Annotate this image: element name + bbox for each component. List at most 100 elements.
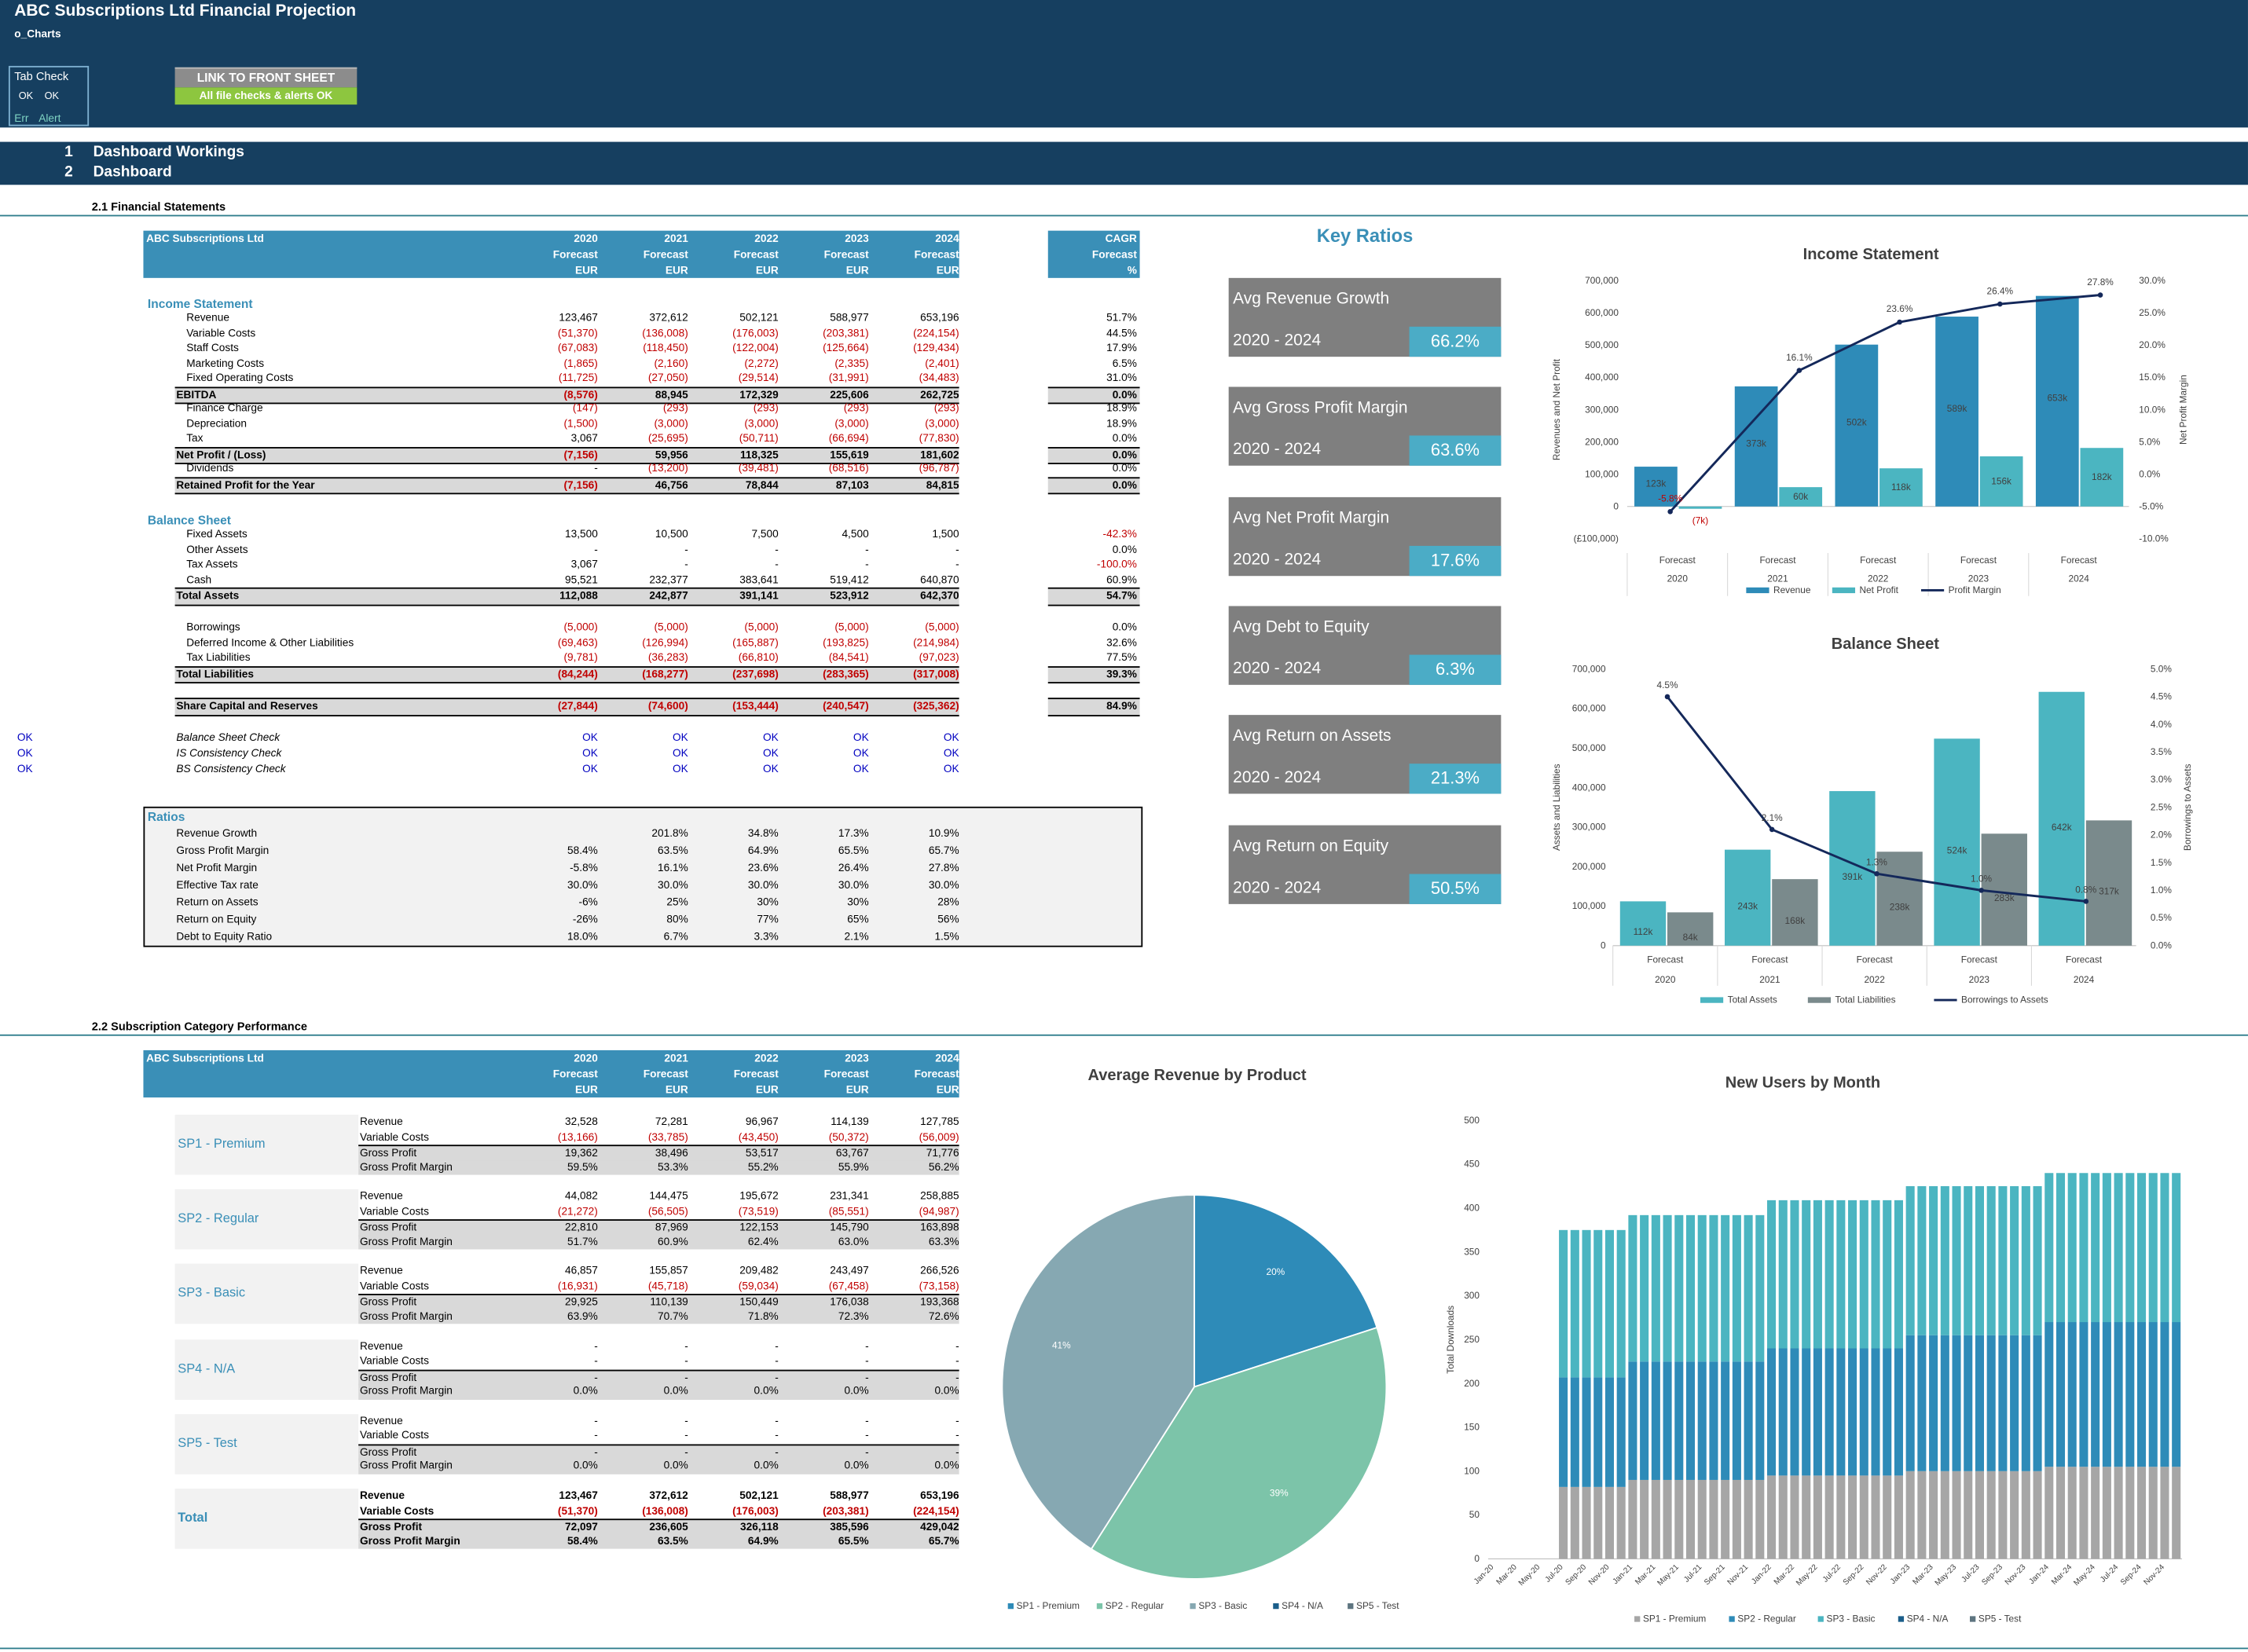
cell-value: 71,776 bbox=[926, 1146, 959, 1159]
table-row: Variable Costs (51,370) (136,008) (176,003)… bbox=[175, 326, 959, 341]
cell-value: 70.7% bbox=[657, 1309, 688, 1323]
row-label: Tax bbox=[186, 430, 204, 445]
cell-value: 588,977 bbox=[830, 310, 869, 324]
legend-swatch bbox=[1970, 1616, 1976, 1622]
cell-value: 112,088 bbox=[559, 588, 598, 603]
legend-label: SP4 - N/A bbox=[1282, 1600, 1323, 1611]
row-label: Revenue bbox=[359, 1413, 403, 1427]
legend-swatch bbox=[1348, 1603, 1354, 1610]
row-label: Borrowings bbox=[186, 620, 240, 634]
currency-label: EUR bbox=[845, 1082, 869, 1097]
row-label: Variable Costs bbox=[359, 1204, 429, 1218]
cagr-header: CAGR Forecast% bbox=[1047, 230, 1140, 278]
cell-value: 71.8% bbox=[747, 1309, 779, 1323]
pie-label: 20% bbox=[1267, 1266, 1285, 1277]
user-bar-segment bbox=[1998, 1186, 2008, 1335]
key-ratio-period: 2020 - 2024 bbox=[1233, 551, 1322, 569]
legend-label: SP3 - Basic bbox=[1198, 1600, 1247, 1611]
category-top-label: Forecast bbox=[1759, 555, 1796, 566]
user-bar-segment bbox=[1709, 1479, 1718, 1559]
cell-value: 63.5% bbox=[657, 1533, 688, 1547]
net-profit-label: 60k bbox=[1793, 491, 1808, 502]
y2-tick: 0.5% bbox=[2151, 912, 2172, 923]
month-label: Sep-24 bbox=[2119, 1562, 2143, 1587]
legend-swatch bbox=[1807, 997, 1832, 1003]
ratio-value: 3.3% bbox=[754, 929, 779, 943]
cell-value: - bbox=[594, 542, 598, 555]
ratios-heading: Ratios bbox=[147, 809, 185, 824]
cell-value: (193,825) bbox=[823, 635, 869, 649]
cell-value: (3,000) bbox=[744, 416, 779, 430]
year-header: 2021 bbox=[664, 232, 688, 245]
cell-value: (2,272) bbox=[744, 356, 779, 369]
user-bar-segment bbox=[1663, 1361, 1672, 1480]
user-bar-segment bbox=[1975, 1471, 1985, 1559]
cell-value: 372,612 bbox=[649, 310, 688, 324]
table-row: Staff Costs (67,083) (118,450) (122,004) (12… bbox=[175, 341, 959, 356]
cell-value: 640,870 bbox=[920, 572, 959, 586]
cell-value: 391,141 bbox=[739, 588, 779, 603]
user-bar-segment bbox=[1604, 1377, 1615, 1487]
cell-value: (5,000) bbox=[654, 620, 688, 634]
y-tick: 100,000 bbox=[1585, 468, 1619, 479]
currency-label: EUR bbox=[755, 1082, 779, 1097]
row-label: Fixed Assets bbox=[186, 527, 248, 540]
total-liabilities-bar bbox=[1876, 852, 1923, 946]
cell-value: - bbox=[955, 1370, 959, 1384]
user-bar-segment bbox=[1836, 1475, 1846, 1559]
user-bar-segment bbox=[1767, 1348, 1777, 1476]
month-label: Sep-20 bbox=[1564, 1562, 1589, 1587]
table-row: Retained Profit for the Year (7,156) 46,75… bbox=[174, 476, 959, 495]
cell-value: 88,945 bbox=[655, 387, 688, 401]
ratio-value: 30.0% bbox=[838, 878, 869, 892]
link-to-front-sheet-button[interactable]: LINK TO FRONT SHEET bbox=[174, 67, 358, 88]
cell-value: 7,500 bbox=[751, 527, 779, 540]
user-bar-segment bbox=[2136, 1173, 2147, 1323]
cell-value: 118,325 bbox=[740, 447, 779, 461]
row-label: Revenue bbox=[359, 1189, 403, 1203]
currency-label: EUR bbox=[574, 1082, 598, 1097]
check-flag: OK bbox=[17, 746, 33, 760]
key-ratio-period: 2020 - 2024 bbox=[1233, 878, 1322, 896]
ratio-row: Debt to Equity Ratio 18.0% 6.7% 3.3% 2.1% 1.5… bbox=[0, 930, 959, 945]
borrowings-point bbox=[1874, 870, 1879, 877]
user-bar-segment bbox=[2125, 1173, 2135, 1323]
ratio-label: Revenue Growth bbox=[176, 826, 258, 840]
section-dashboard-workings[interactable]: Dashboard Workings bbox=[93, 143, 244, 161]
cagr-value: 0.0% bbox=[1048, 431, 1140, 446]
cell-value: 96,967 bbox=[745, 1114, 779, 1128]
user-bar-segment bbox=[1952, 1335, 1961, 1471]
total-assets-bar bbox=[1934, 738, 1980, 946]
row-label: Cash bbox=[186, 572, 212, 586]
cagr-cell: 44.5% bbox=[1106, 325, 1137, 339]
user-bar-segment bbox=[2033, 1335, 2042, 1471]
user-bar-segment bbox=[1929, 1471, 1938, 1559]
category-label: 2021 bbox=[1767, 573, 1788, 584]
total-liabilities-label: 84k bbox=[1683, 932, 1698, 943]
row-label: Revenue bbox=[359, 1264, 403, 1277]
ratio-value: 30% bbox=[757, 895, 779, 909]
user-bar-segment bbox=[1940, 1471, 1949, 1559]
cell-value: (283,365) bbox=[823, 667, 869, 680]
user-bar-segment bbox=[2136, 1322, 2147, 1467]
row-label: Deferred Income & Other Liabilities bbox=[186, 635, 354, 649]
cell-value: (3,000) bbox=[925, 416, 959, 430]
ratio-label: Debt to Equity Ratio bbox=[176, 929, 273, 943]
row-label: Gross Profit bbox=[359, 1445, 417, 1459]
user-bar-segment bbox=[2033, 1471, 2042, 1559]
legend-label: Profit Margin bbox=[1949, 584, 2001, 595]
cell-value: 176,038 bbox=[830, 1295, 869, 1309]
month-label: Nov-22 bbox=[1865, 1562, 1889, 1587]
cell-value: (94,987) bbox=[919, 1204, 959, 1218]
user-bar-segment bbox=[1848, 1348, 1857, 1476]
legend-label: SP2 - Regular bbox=[1106, 1600, 1164, 1611]
product-row: Revenue 32,528 72,281 96,967 114,139 127,785 bbox=[358, 1115, 959, 1130]
user-bar-segment bbox=[1986, 1471, 1996, 1559]
cell-value: (39,481) bbox=[738, 461, 779, 474]
section-dashboard[interactable]: Dashboard bbox=[93, 163, 172, 181]
row-label: Gross Profit bbox=[359, 1370, 417, 1384]
income-statement-heading: Income Statement bbox=[147, 296, 253, 311]
revenue-bar bbox=[1634, 467, 1678, 507]
user-bar-segment bbox=[1604, 1486, 1615, 1559]
product-row: Gross Profit - - - - - bbox=[358, 1368, 959, 1386]
